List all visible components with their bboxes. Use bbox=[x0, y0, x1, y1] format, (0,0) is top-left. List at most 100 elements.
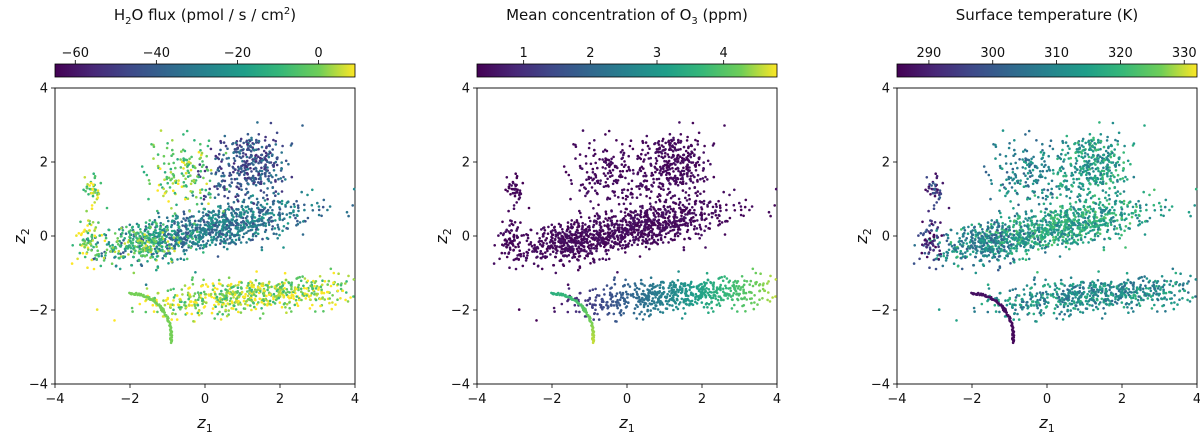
scatter-point bbox=[702, 161, 705, 164]
scatter-point bbox=[285, 293, 289, 297]
scatter-point bbox=[654, 296, 657, 299]
scatter-point bbox=[169, 304, 172, 308]
scatter-point bbox=[221, 303, 224, 306]
scatter-point bbox=[607, 249, 610, 252]
scatter-point bbox=[687, 170, 690, 173]
scatter-point bbox=[162, 194, 165, 198]
scatter-point bbox=[265, 145, 268, 148]
scatter-point bbox=[633, 282, 637, 285]
scatter-point bbox=[262, 196, 265, 200]
scatter-point bbox=[237, 167, 241, 170]
scatter-point bbox=[320, 214, 323, 218]
scatter-point bbox=[542, 226, 545, 230]
scatter-point bbox=[301, 275, 304, 278]
scatter-point bbox=[500, 251, 504, 255]
scatter-point bbox=[119, 255, 123, 258]
scatter-point bbox=[643, 158, 646, 161]
scatter-point bbox=[668, 177, 671, 180]
scatter-point bbox=[578, 291, 582, 295]
scatter-point bbox=[619, 210, 623, 213]
scatter-point bbox=[666, 205, 670, 209]
scatter-point bbox=[314, 310, 317, 313]
scatter-point bbox=[698, 226, 702, 229]
scatter-point bbox=[547, 225, 550, 229]
scatter-point bbox=[632, 241, 636, 244]
scatter-point bbox=[267, 221, 271, 224]
scatter-point bbox=[664, 213, 668, 216]
scatter-point bbox=[148, 219, 151, 222]
scatter-point bbox=[637, 239, 640, 242]
scatter-point bbox=[527, 248, 531, 252]
x-tick-label: 2 bbox=[276, 392, 284, 407]
scatter-point bbox=[250, 138, 253, 142]
scatter-point bbox=[180, 288, 184, 291]
scatter-point bbox=[124, 245, 128, 248]
scatter-point bbox=[210, 226, 214, 229]
y-tick-label: −2 bbox=[451, 304, 470, 319]
scatter-point bbox=[198, 296, 201, 299]
scatter-point bbox=[676, 234, 680, 238]
scatter-point bbox=[622, 165, 626, 168]
scatter-point bbox=[216, 287, 219, 291]
scatter-point bbox=[320, 283, 324, 287]
scatter-point bbox=[611, 295, 614, 298]
scatter-point bbox=[773, 204, 776, 207]
scatter-point bbox=[113, 250, 117, 254]
scatter-point bbox=[165, 235, 168, 238]
scatter-point bbox=[706, 278, 710, 282]
scatter-point bbox=[601, 257, 605, 261]
scatter-point bbox=[90, 207, 94, 210]
scatter-point bbox=[589, 162, 593, 166]
scatter-point bbox=[626, 283, 630, 286]
scatter-point bbox=[682, 246, 686, 249]
scatter-point bbox=[568, 230, 572, 233]
scatter-point bbox=[629, 191, 633, 195]
scatter-point bbox=[648, 196, 652, 200]
scatter-point bbox=[234, 211, 237, 215]
scatter-point bbox=[512, 235, 515, 238]
scatter-point bbox=[165, 190, 168, 193]
scatter-point bbox=[295, 302, 299, 305]
scatter-point bbox=[515, 174, 519, 178]
scatter-point bbox=[100, 233, 103, 237]
scatter-point bbox=[504, 188, 507, 192]
scatter-point bbox=[607, 162, 611, 165]
scatter-point bbox=[94, 254, 97, 257]
scatter-point bbox=[639, 302, 642, 306]
scatter-point bbox=[227, 309, 230, 312]
scatter-point bbox=[238, 152, 242, 155]
scatter-point bbox=[219, 242, 222, 245]
scatter-point bbox=[620, 296, 623, 299]
scatter-point bbox=[191, 194, 195, 197]
scatter-point bbox=[518, 249, 521, 252]
scatter-point bbox=[147, 197, 150, 201]
scatter-point bbox=[169, 288, 173, 292]
scatter-point bbox=[719, 286, 722, 289]
scatter-point bbox=[259, 180, 263, 183]
scatter-point bbox=[97, 254, 100, 258]
scatter-point bbox=[222, 210, 225, 213]
scatter-point bbox=[183, 158, 187, 161]
scatter-point bbox=[210, 295, 213, 299]
scatter-point bbox=[503, 251, 507, 255]
scatter-point bbox=[574, 252, 577, 256]
scatter-point bbox=[593, 152, 597, 156]
scatter-point bbox=[268, 302, 272, 306]
scatter-point bbox=[231, 307, 235, 310]
scatter-point bbox=[604, 241, 608, 244]
scatter-point bbox=[95, 245, 98, 248]
scatter-point bbox=[274, 160, 278, 164]
scatter-point bbox=[628, 144, 632, 148]
scatter-point bbox=[259, 173, 262, 177]
scatter-point bbox=[608, 175, 612, 178]
scatter-point bbox=[251, 225, 255, 229]
scatter-point bbox=[210, 228, 214, 232]
scatter-point bbox=[234, 168, 237, 171]
scatter-point bbox=[598, 182, 602, 185]
scatter-point bbox=[293, 205, 296, 208]
scatter-point bbox=[685, 199, 689, 202]
scatter-point bbox=[276, 226, 280, 229]
scatter-point bbox=[152, 145, 156, 148]
scatter-point bbox=[699, 283, 702, 286]
